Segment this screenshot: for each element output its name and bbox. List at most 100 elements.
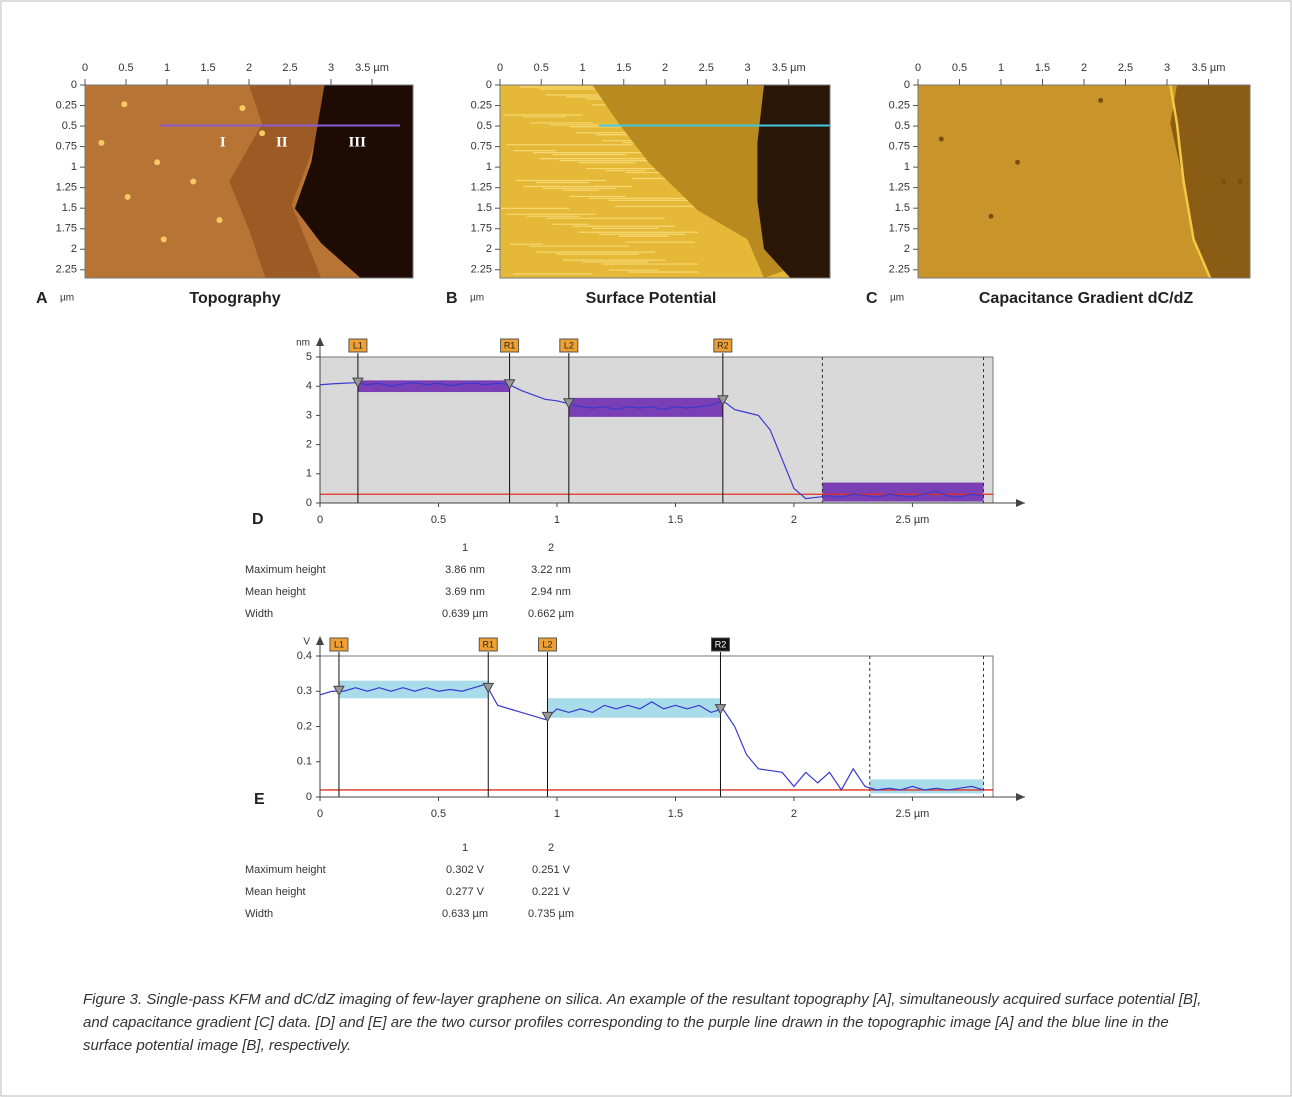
table-cell: 0.662 µm — [528, 608, 574, 620]
image — [85, 85, 413, 278]
defect — [1098, 97, 1104, 103]
defect — [1015, 159, 1021, 165]
panel-title: Topography — [189, 290, 280, 307]
cursor-tag — [710, 637, 730, 652]
y-tick-label: 2.25 — [56, 264, 77, 276]
plot-area — [319, 356, 994, 504]
x-tick-label: 3 — [1164, 62, 1170, 74]
x-tick-label: 2.5 µm — [895, 808, 929, 820]
x-tick-label: 1 — [554, 808, 560, 820]
y-tick-label: 0.25 — [889, 99, 910, 111]
x-tick-label: 0.5 — [952, 62, 967, 74]
x-tick-label: 1 — [998, 62, 1004, 74]
x-tick-label: 1.5 — [1035, 62, 1050, 74]
cursor-band — [822, 482, 984, 502]
x-tick-label: 2.5 µm — [895, 514, 929, 526]
cursor-marker — [541, 711, 554, 723]
particle — [121, 101, 128, 108]
y-tick-label: 1.75 — [56, 223, 77, 235]
terrace — [229, 85, 335, 278]
x-tick-label: 3.5 µm — [772, 62, 806, 74]
cursor-tag — [348, 338, 368, 353]
cursor-label: L1 — [353, 340, 363, 350]
y-tick-label: 2 — [71, 243, 77, 255]
y-tick-label: 1.75 — [889, 223, 910, 235]
table-header: 2 — [548, 542, 554, 554]
cursor-marker — [562, 398, 575, 409]
particle — [259, 130, 266, 137]
particle — [98, 139, 105, 146]
x-tick-label: 3 — [744, 62, 750, 74]
y-tick-label: 1.5 — [895, 202, 910, 214]
y-tick-label: 0.75 — [471, 141, 492, 153]
y-tick-label: 1.75 — [471, 223, 492, 235]
image — [500, 85, 830, 278]
x-tick-label: 0 — [82, 62, 88, 74]
y-unit: nm — [296, 338, 310, 349]
panel-title: Surface Potential — [586, 290, 717, 307]
cursor-marker — [717, 395, 729, 406]
y-tick-label: 0 — [486, 79, 492, 91]
x-tick-label: 1.5 — [616, 62, 631, 74]
y-tick-label: 2 — [486, 243, 492, 255]
cursor-label: L2 — [564, 340, 574, 350]
y-tick-label: 0.5 — [477, 120, 492, 132]
panel-letter: D — [252, 511, 264, 528]
x-arrow — [1016, 499, 1025, 507]
table-cell: 0.302 V — [446, 864, 485, 876]
particle — [124, 193, 131, 200]
y-tick-label: 0.75 — [889, 141, 910, 153]
x-tick-label: 0 — [915, 62, 921, 74]
cursor-label: R1 — [482, 639, 494, 649]
cursor-label: R1 — [504, 340, 516, 350]
defect — [938, 136, 944, 142]
table-cell: 0.277 V — [446, 886, 485, 898]
x-tick-label: 1.5 — [668, 514, 683, 526]
row-label: Width — [245, 908, 273, 920]
x-tick-label: 1.5 — [668, 808, 683, 820]
x-tick-label: 0.5 — [118, 62, 133, 74]
x-tick-label: 1 — [554, 514, 560, 526]
cursor-marker — [503, 379, 516, 390]
x-arrow — [1016, 793, 1025, 801]
cursor-tag — [478, 637, 498, 652]
y-tick-label: 0 — [71, 79, 77, 91]
terrace — [592, 85, 791, 278]
y-tick-label: 0.75 — [56, 141, 77, 153]
y-tick-label: 0.5 — [895, 120, 910, 132]
cursor-band — [357, 380, 510, 393]
y-tick-label: 0.5 — [62, 120, 77, 132]
cursor-marker — [714, 704, 727, 715]
profile — [319, 382, 984, 500]
table-cell: 0.639 µm — [442, 608, 488, 620]
particle — [190, 178, 197, 185]
x-tick-label: 0 — [497, 62, 503, 74]
x-tick-label: 2.5 — [282, 62, 297, 74]
particle — [160, 236, 167, 243]
y-tick-label: 0.1 — [297, 756, 312, 768]
y-unit: V — [303, 637, 310, 648]
x-tick-label: 2 — [1081, 62, 1087, 74]
y-tick-label: 2.25 — [889, 264, 910, 276]
row-label: Maximum height — [245, 864, 326, 876]
particle — [154, 159, 161, 166]
cursor-marker — [352, 377, 364, 389]
y-tick-label: 2.25 — [471, 264, 492, 276]
y-tick-label: 1.25 — [56, 182, 77, 194]
y-tick-label: 2 — [904, 243, 910, 255]
region-label: III — [348, 134, 366, 150]
panel-letter: C — [866, 290, 878, 307]
y-tick-label: 0.25 — [56, 99, 77, 111]
table-header: 1 — [462, 842, 468, 854]
table-header: 2 — [548, 842, 554, 854]
x-tick-label: 2.5 — [699, 62, 714, 74]
particle — [239, 105, 246, 112]
unit-label: µm — [470, 293, 484, 304]
unit-label: µm — [60, 293, 74, 304]
image — [918, 85, 1250, 278]
y-tick-label: 0 — [306, 497, 312, 509]
panel-title: Capacitance Gradient dC/dZ — [979, 290, 1193, 307]
defect — [1237, 179, 1243, 184]
particle — [216, 217, 223, 224]
